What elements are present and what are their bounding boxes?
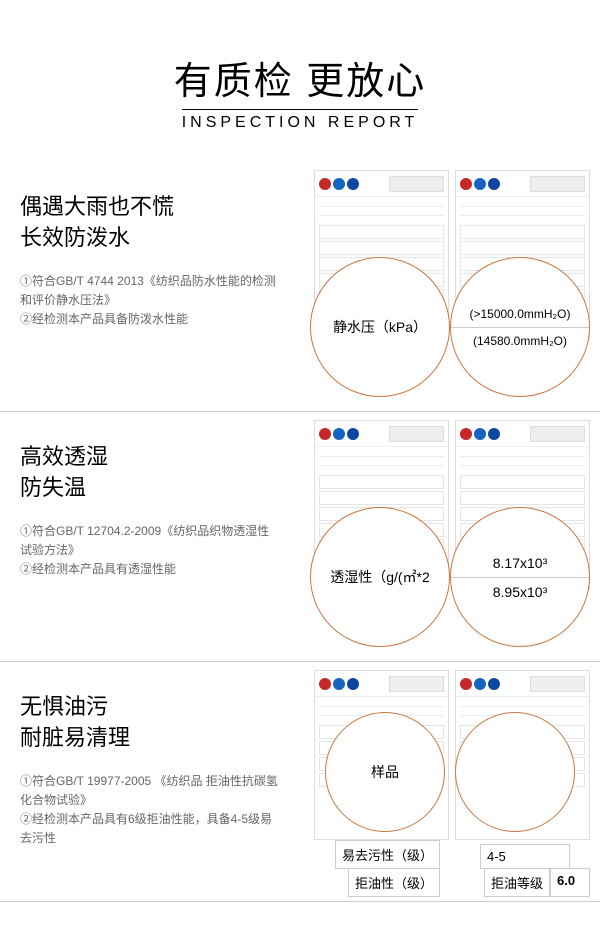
- metric-label: 透湿性（g/(㎡*2: [311, 561, 449, 593]
- metric-value: 8.17x10³: [451, 549, 589, 577]
- page-header: 有质检 更放心 INSPECTION REPORT: [0, 0, 600, 162]
- metric-value: (>15000.0mmH₂O): [451, 301, 589, 327]
- desc-line: ②经检测本产品具有透湿性能: [20, 560, 280, 579]
- desc-line: ②经检测本产品具备防泼水性能: [20, 310, 280, 329]
- section-title-line2: 长效防泼水: [20, 223, 280, 254]
- metric-label: 样品: [326, 756, 444, 788]
- magnify-circle-right: 8.17x10³ 8.95x10³: [450, 507, 590, 647]
- desc-line: ①符合GB/T 4744 2013《纺织品防水性能的检测和评价静水压法》: [20, 272, 280, 310]
- table-cell: 6.0: [550, 868, 590, 897]
- header-title: 有质检 更放心: [0, 50, 600, 105]
- section-desc: ①符合GB/T 19977-2005 《纺织品 拒油性抗碳氢化合物试验》 ②经检…: [20, 772, 280, 849]
- section-breathable: 高效透湿 防失温 ①符合GB/T 12704.2-2009《纺织品织物透湿性试验…: [0, 412, 600, 662]
- table-cell: 易去污性（级）: [335, 840, 440, 869]
- section-text: 偶遇大雨也不慌 长效防泼水 ①符合GB/T 4744 2013《纺织品防水性能的…: [20, 192, 280, 329]
- table-cell: 拒油性（级）: [348, 868, 440, 897]
- table-row: 拒油性（级）: [348, 868, 440, 897]
- section-oilproof: 无惧油污 耐脏易清理 ①符合GB/T 19977-2005 《纺织品 拒油性抗碳…: [0, 662, 600, 902]
- metric-value: (14580.0mmH₂O): [451, 327, 589, 354]
- section-waterproof: 偶遇大雨也不慌 长效防泼水 ①符合GB/T 4744 2013《纺织品防水性能的…: [0, 162, 600, 412]
- metric-label: 静水压（kPa）: [311, 311, 449, 343]
- magnify-circle-left: 透湿性（g/(㎡*2: [310, 507, 450, 647]
- table-cell: 4-5: [480, 844, 570, 869]
- section-title-line1: 无惧油污: [20, 692, 280, 723]
- section-text: 无惧油污 耐脏易清理 ①符合GB/T 19977-2005 《纺织品 拒油性抗碳…: [20, 692, 280, 848]
- section-desc: ①符合GB/T 4744 2013《纺织品防水性能的检测和评价静水压法》 ②经检…: [20, 272, 280, 330]
- desc-line: ①符合GB/T 12704.2-2009《纺织品织物透湿性试验方法》: [20, 522, 280, 560]
- magnify-circle-right: [455, 712, 575, 832]
- section-title-line1: 偶遇大雨也不慌: [20, 192, 280, 223]
- section-title-line2: 防失温: [20, 473, 280, 504]
- magnify-circle-right: (>15000.0mmH₂O) (14580.0mmH₂O): [450, 257, 590, 397]
- table-row: 4-5: [480, 844, 570, 869]
- header-subtitle: INSPECTION REPORT: [182, 109, 419, 132]
- desc-line: ②经检测本产品具有6级拒油性能，具备4-5级易去污性: [20, 810, 280, 848]
- table-row: 拒油等级 6.0: [484, 868, 590, 897]
- section-text: 高效透湿 防失温 ①符合GB/T 12704.2-2009《纺织品织物透湿性试验…: [20, 442, 280, 579]
- magnify-circle-left: 样品: [325, 712, 445, 832]
- table-row: 易去污性（级）: [335, 840, 440, 869]
- section-title-line1: 高效透湿: [20, 442, 280, 473]
- metric-value: 8.95x10³: [451, 577, 589, 606]
- desc-line: ①符合GB/T 19977-2005 《纺织品 拒油性抗碳氢化合物试验》: [20, 772, 280, 810]
- section-desc: ①符合GB/T 12704.2-2009《纺织品织物透湿性试验方法》 ②经检测本…: [20, 522, 280, 580]
- table-cell: 拒油等级: [484, 868, 550, 897]
- magnify-circle-left: 静水压（kPa）: [310, 257, 450, 397]
- section-title-line2: 耐脏易清理: [20, 723, 280, 754]
